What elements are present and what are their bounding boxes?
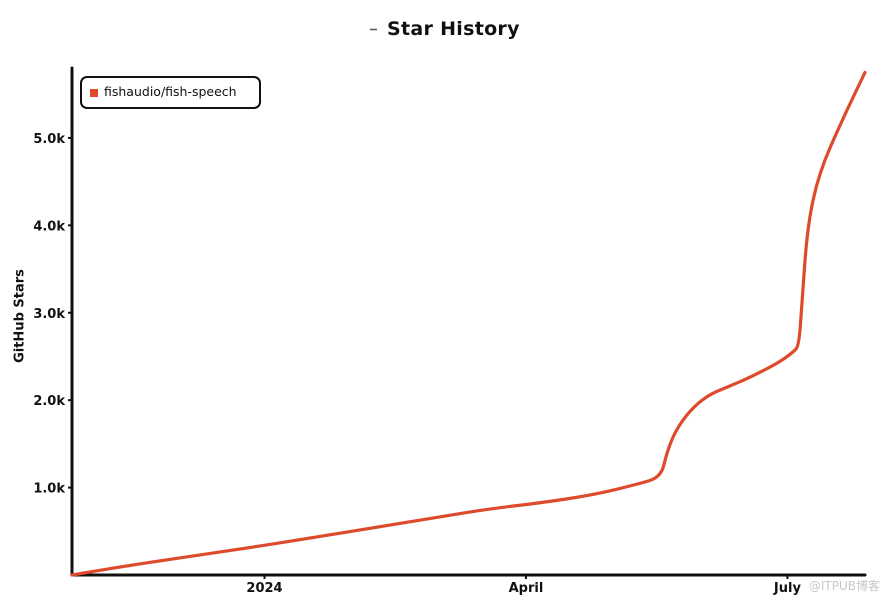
legend: fishaudio/fish-speech (80, 76, 261, 109)
star-history-logo-icon: ⎯ (370, 22, 377, 37)
y-tick-label: 5.0k (33, 132, 65, 147)
x-tick-label: July (773, 581, 802, 596)
y-tick-label: 4.0k (33, 219, 65, 234)
legend-label: fishaudio/fish-speech (104, 84, 237, 99)
y-tick-label: 2.0k (33, 394, 65, 409)
chart-title-text: Star History (387, 18, 520, 40)
legend-swatch (90, 89, 98, 97)
watermark: @ITPUB博客 (808, 579, 880, 593)
x-tick-label: 2024 (246, 581, 282, 596)
x-tick-label: April (509, 581, 544, 596)
series-line-fish-speech (70, 70, 867, 577)
y-tick-label: 3.0k (33, 307, 65, 322)
chart-title: ⎯ Star History (0, 18, 890, 40)
y-tick-label: 1.0k (33, 482, 65, 497)
